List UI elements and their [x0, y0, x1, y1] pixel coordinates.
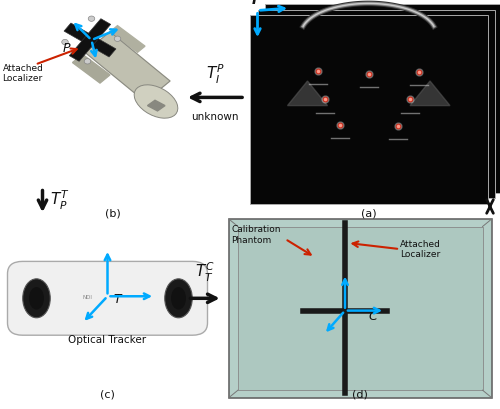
Text: $T_P^T$: $T_P^T$: [50, 189, 70, 212]
Polygon shape: [72, 55, 110, 84]
Bar: [238, 227, 482, 390]
Ellipse shape: [84, 59, 91, 65]
Bar: [250, 16, 488, 204]
Ellipse shape: [29, 287, 44, 310]
Text: I: I: [252, 0, 256, 7]
Text: (d): (d): [352, 389, 368, 399]
Ellipse shape: [114, 37, 121, 43]
Text: (b): (b): [104, 208, 120, 218]
Text: (a): (a): [360, 208, 376, 218]
Text: $T_I^P$: $T_I^P$: [206, 63, 225, 86]
Text: (c): (c): [100, 389, 115, 399]
Ellipse shape: [22, 279, 50, 318]
Bar: [258, 11, 495, 199]
Bar: [229, 220, 491, 398]
Text: Optical Tracker: Optical Tracker: [68, 335, 146, 344]
Text: Calibration
Phantom: Calibration Phantom: [231, 225, 280, 244]
Polygon shape: [410, 82, 450, 106]
Text: T: T: [114, 292, 122, 305]
Text: NDI: NDI: [82, 294, 92, 299]
Bar: [64, 24, 116, 58]
Bar: [265, 5, 500, 193]
Ellipse shape: [165, 279, 192, 318]
FancyBboxPatch shape: [8, 262, 207, 335]
Text: unknown: unknown: [191, 112, 239, 122]
Text: $T_T^C$: $T_T^C$: [195, 260, 215, 283]
Text: Attached
Localizer: Attached Localizer: [2, 63, 43, 83]
Ellipse shape: [171, 287, 186, 310]
Polygon shape: [148, 101, 165, 112]
Polygon shape: [288, 82, 328, 106]
Text: C: C: [368, 309, 377, 322]
Ellipse shape: [88, 17, 95, 22]
Text: P: P: [63, 42, 70, 55]
Ellipse shape: [134, 85, 178, 119]
Text: Attached
Localizer: Attached Localizer: [400, 239, 441, 258]
Bar: [70, 20, 110, 62]
Polygon shape: [85, 33, 170, 102]
Ellipse shape: [62, 40, 68, 46]
Polygon shape: [110, 27, 145, 53]
